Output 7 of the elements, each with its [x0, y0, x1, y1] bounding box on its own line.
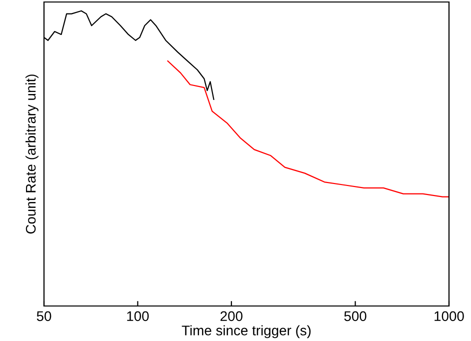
x-tick-label: 1000 — [434, 311, 464, 322]
y-axis-title: Count Rate (arbitrary unit) — [25, 74, 38, 234]
x-tick-label: 50 — [36, 311, 52, 322]
x-axis-title: Time since trigger (s) — [182, 325, 311, 338]
x-tick-label: 100 — [127, 311, 149, 322]
x-tick-label: 200 — [220, 311, 242, 322]
x-tick-label: 500 — [344, 311, 366, 322]
